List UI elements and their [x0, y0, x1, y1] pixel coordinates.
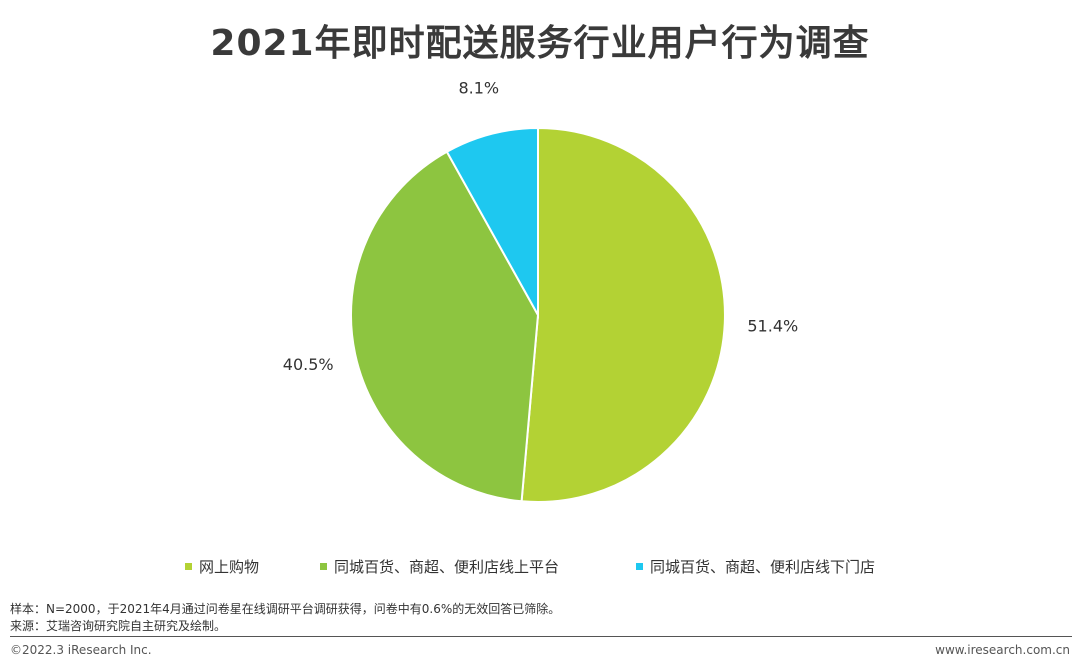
source-note: 来源：艾瑞咨询研究院自主研究及绘制。 — [10, 619, 227, 633]
legend-item: 同城百货、商超、便利店线上平台 — [320, 556, 559, 577]
pie-slice — [520, 126, 726, 503]
data-label: 8.1% — [458, 79, 499, 98]
legend-swatch — [320, 563, 327, 570]
copyright: ©2022.3 iResearch Inc. — [10, 643, 152, 657]
legend-swatch — [636, 563, 643, 570]
pie-slice — [350, 150, 540, 503]
data-label: 40.5% — [283, 355, 334, 374]
legend-label: 网上购物 — [199, 558, 260, 576]
chart-title: 2021年即时配送服务行业用户行为调查 — [210, 23, 870, 64]
legend-label: 同城百货、商超、便利店线上平台 — [334, 558, 560, 576]
pie-slice — [445, 126, 539, 319]
legend-item: 网上购物 — [185, 556, 259, 577]
sample-note: 样本：N=2000，于2021年4月通过问卷星在线调研平台调研获得，问卷中有0.… — [10, 602, 561, 616]
footer-divider — [10, 636, 1072, 637]
chart-legend: 网上购物 同城百货、商超、便利店线上平台 同城百货、商超、便利店线下门店 — [0, 556, 1080, 578]
legend-label: 同城百货、商超、便利店线下门店 — [650, 558, 876, 576]
data-label: 51.4% — [747, 316, 798, 335]
legend-swatch — [185, 563, 192, 570]
legend-item: 同城百货、商超、便利店线下门店 — [636, 556, 875, 577]
website-link[interactable]: www.iresearch.com.cn — [935, 643, 1070, 657]
